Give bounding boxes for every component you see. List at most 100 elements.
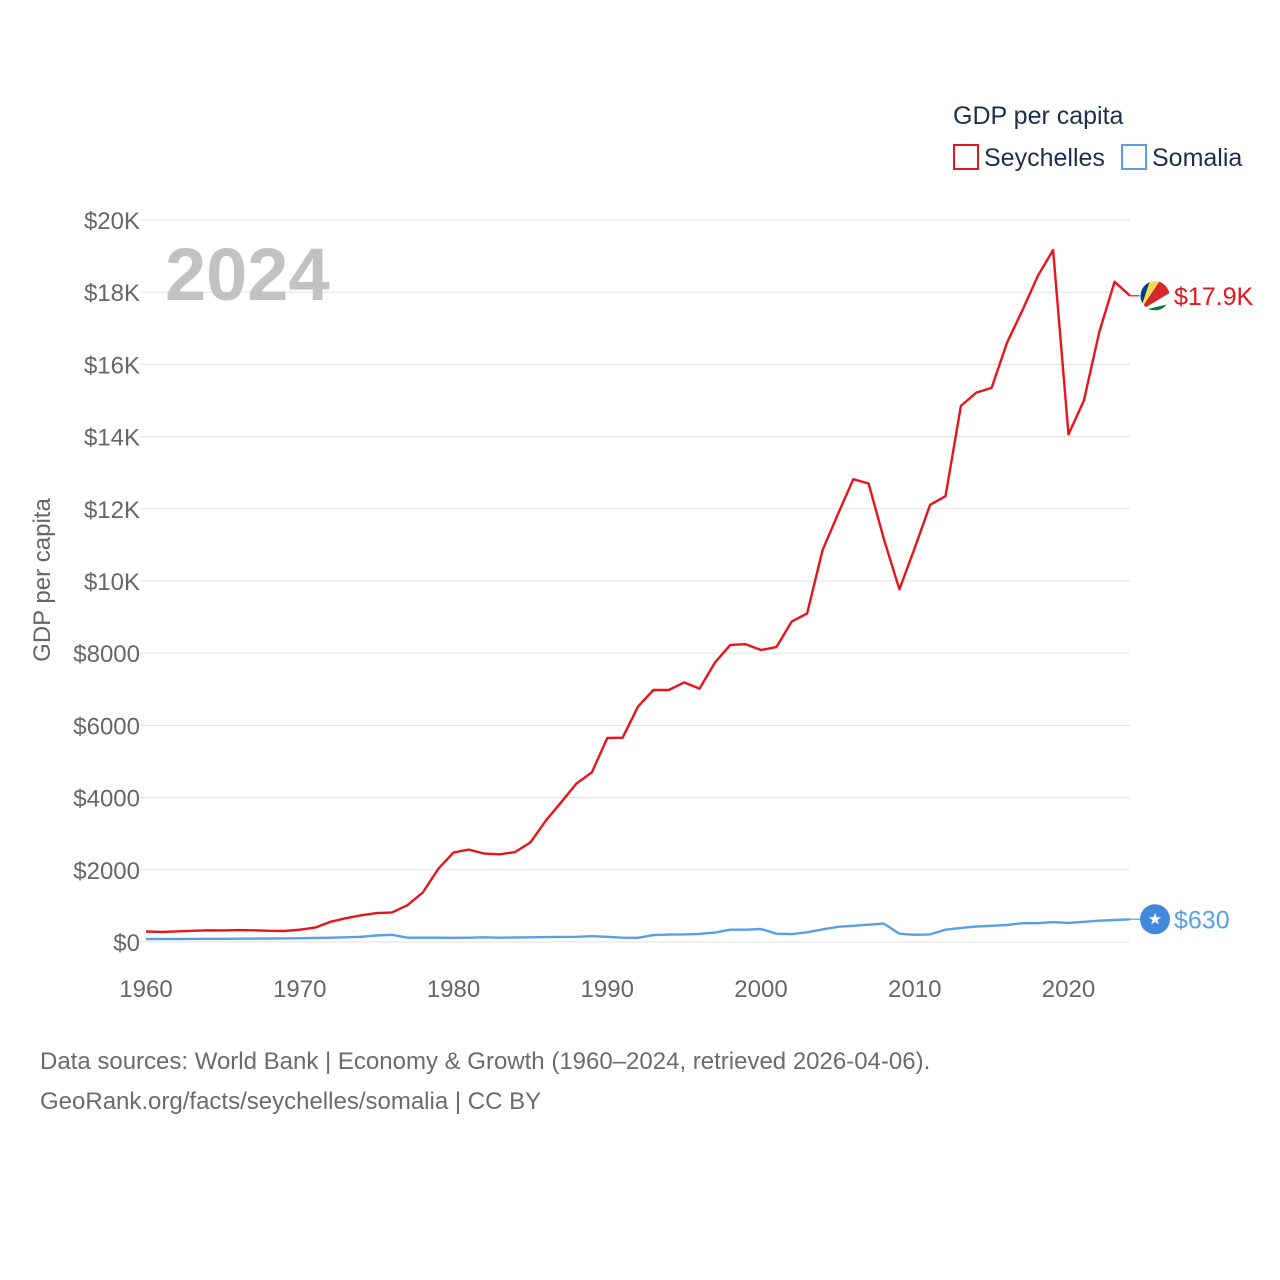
- data-point-seychelles: [389, 909, 395, 915]
- data-point-seychelles: [927, 502, 933, 508]
- data-point-somalia: [358, 934, 364, 940]
- data-point-somalia: [912, 932, 918, 938]
- data-point-somalia: [251, 936, 257, 942]
- data-point-seychelles: [235, 927, 241, 933]
- data-point-seychelles: [481, 851, 487, 857]
- data-point-seychelles: [497, 851, 503, 857]
- data-point-seychelles: [835, 511, 841, 517]
- y-tick-label: $14K: [84, 425, 140, 452]
- y-axis-title: GDP per capita: [29, 498, 56, 662]
- data-point-somalia: [1112, 917, 1118, 923]
- data-point-seychelles: [589, 769, 595, 775]
- data-point-somalia: [389, 932, 395, 938]
- data-point-seychelles: [527, 839, 533, 845]
- y-tick-label: $6000: [73, 713, 140, 740]
- end-value-label-somalia: $630: [1174, 906, 1230, 934]
- data-point-seychelles: [374, 910, 380, 916]
- legend-item-seychelles[interactable]: Seychelles: [953, 144, 1105, 172]
- data-point-seychelles: [973, 390, 979, 396]
- data-point-seychelles: [358, 912, 364, 918]
- data-point-somalia: [189, 936, 195, 942]
- data-point-somalia: [481, 934, 487, 940]
- data-point-seychelles: [404, 902, 410, 908]
- data-point-somalia: [1081, 919, 1087, 925]
- footer-attribution[interactable]: GeoRank.org/facts/seychelles/somalia | C…: [40, 1088, 542, 1115]
- data-point-somalia: [743, 927, 749, 933]
- data-point-seychelles: [220, 927, 226, 933]
- data-point-somalia: [451, 935, 457, 941]
- somalia-flag-icon: [1140, 904, 1170, 935]
- data-point-seychelles: [251, 927, 257, 933]
- data-point-somalia: [681, 931, 687, 937]
- y-tick-label: $10K: [84, 569, 140, 596]
- data-point-seychelles: [1081, 398, 1087, 404]
- y-tick-label: $18K: [84, 280, 140, 307]
- data-point-seychelles: [1096, 329, 1102, 335]
- data-point-seychelles: [297, 927, 303, 933]
- data-point-seychelles: [1035, 273, 1041, 279]
- x-tick-label: 1960: [119, 976, 172, 1003]
- data-point-somalia: [1050, 919, 1056, 925]
- data-point-somalia: [758, 926, 764, 932]
- x-tick-label: 2010: [888, 976, 941, 1003]
- data-point-somalia: [820, 926, 826, 932]
- y-tick-label: $2000: [73, 858, 140, 885]
- x-tick-label: 2020: [1042, 976, 1095, 1003]
- seychelles-flag-icon: [1139, 280, 1171, 312]
- data-point-seychelles: [1019, 307, 1025, 313]
- data-point-somalia: [927, 931, 933, 937]
- data-point-seychelles: [620, 735, 626, 741]
- data-point-somalia: [1096, 918, 1102, 924]
- data-point-seychelles: [158, 929, 164, 935]
- series-line-somalia: [145, 918, 1131, 941]
- data-point-seychelles: [635, 704, 641, 710]
- data-point-seychelles: [174, 928, 180, 934]
- data-point-somalia: [604, 934, 610, 940]
- data-point-seychelles: [1050, 247, 1056, 253]
- data-point-somalia: [666, 932, 672, 938]
- y-tick-label: $4000: [73, 786, 140, 813]
- data-point-somalia: [374, 933, 380, 939]
- data-point-seychelles: [1004, 340, 1010, 346]
- data-point-seychelles: [989, 385, 995, 391]
- data-point-somalia: [281, 935, 287, 941]
- data-point-seychelles: [912, 545, 918, 551]
- y-tick-label: $16K: [84, 352, 140, 379]
- data-point-somalia: [989, 923, 995, 929]
- data-point-seychelles: [789, 618, 795, 624]
- data-point-seychelles: [558, 799, 564, 805]
- data-point-somalia: [804, 929, 810, 935]
- data-point-somalia: [466, 935, 472, 941]
- data-point-seychelles: [943, 493, 949, 499]
- legend-swatch-seychelles: [953, 144, 979, 170]
- data-point-seychelles: [312, 925, 318, 931]
- data-point-somalia: [943, 927, 949, 933]
- data-point-somalia: [205, 936, 211, 942]
- legend-item-somalia[interactable]: Somalia: [1121, 144, 1242, 172]
- data-point-somalia: [620, 935, 626, 941]
- data-point-somalia: [850, 923, 856, 929]
- data-point-seychelles: [896, 586, 902, 592]
- legend-label-somalia: Somalia: [1152, 144, 1242, 172]
- footer-sources: Data sources: World Bank | Economy & Gro…: [40, 1048, 931, 1075]
- y-tick-label: $8000: [73, 641, 140, 668]
- data-point-somalia: [174, 936, 180, 942]
- data-point-seychelles: [281, 928, 287, 934]
- data-point-somalia: [404, 935, 410, 941]
- data-point-seychelles: [604, 735, 610, 741]
- data-point-somalia: [1035, 920, 1041, 926]
- data-point-somalia: [235, 936, 241, 942]
- x-tick-label: 1970: [273, 976, 326, 1003]
- data-point-seychelles: [205, 927, 211, 933]
- data-point-seychelles: [543, 818, 549, 824]
- legend: GDP per capita Seychelles Somalia: [953, 102, 1242, 172]
- data-point-seychelles: [143, 929, 149, 935]
- legend-title: GDP per capita: [953, 102, 1124, 130]
- data-point-somalia: [527, 934, 533, 940]
- data-point-somalia: [789, 931, 795, 937]
- data-point-seychelles: [266, 928, 272, 934]
- data-point-seychelles: [712, 660, 718, 666]
- legend-swatch-somalia: [1121, 144, 1147, 170]
- data-point-somalia: [773, 931, 779, 937]
- data-point-somalia: [143, 936, 149, 942]
